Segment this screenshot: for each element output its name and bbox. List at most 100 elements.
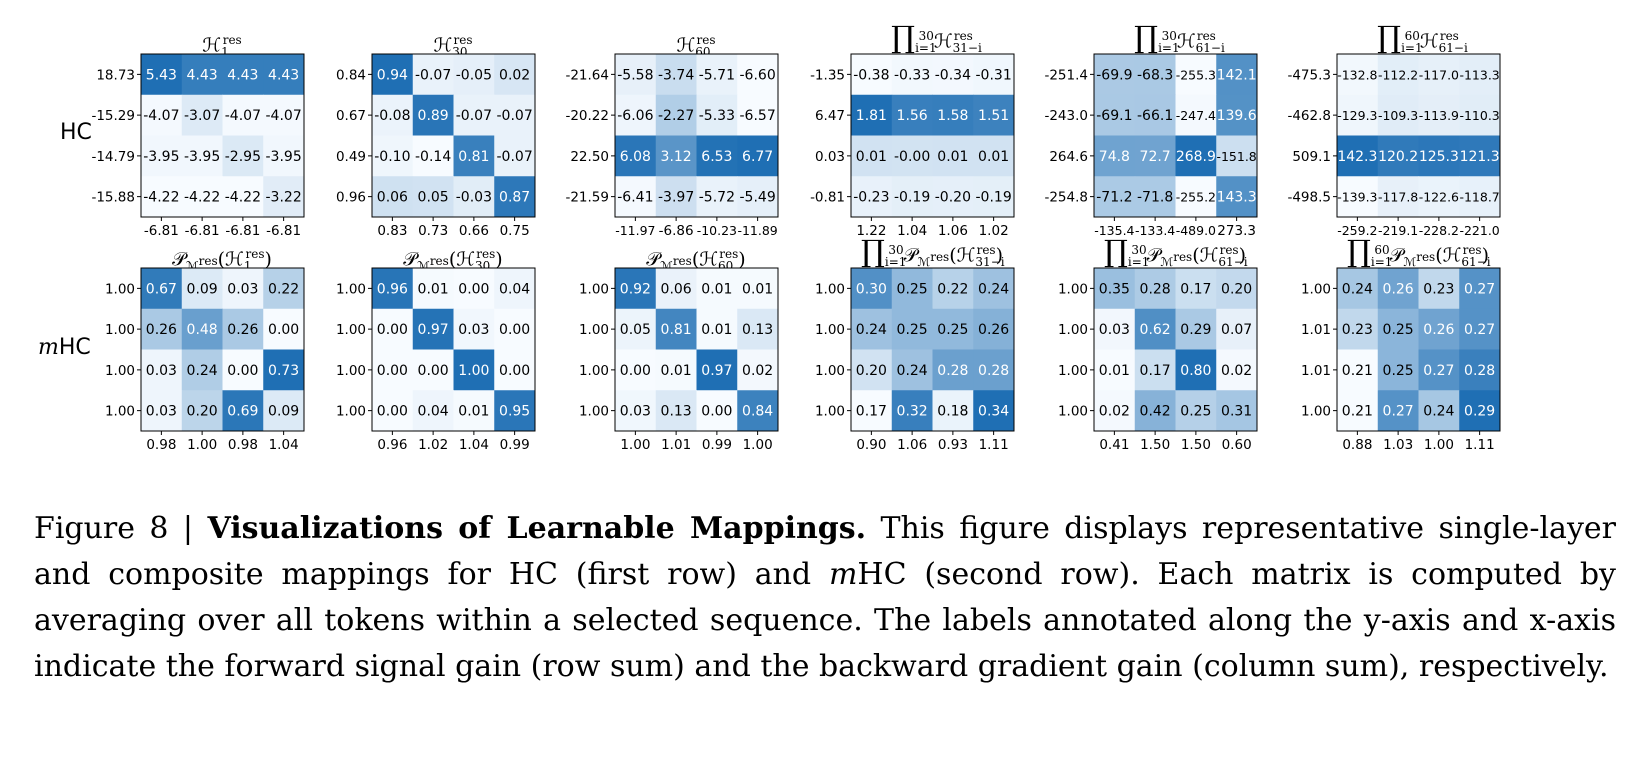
row-sum-label: -15.29	[91, 108, 135, 124]
heatmap-cell	[494, 268, 536, 310]
heatmap-cell-label: 0.34	[978, 404, 1009, 420]
row-sum-label: -254.8	[1044, 190, 1088, 206]
row-sum-label: 1.01	[1301, 322, 1331, 338]
heatmap-cell	[1459, 176, 1501, 218]
heatmap-cell	[1459, 135, 1501, 177]
heatmap-cell	[141, 390, 183, 432]
col-sum-label: -6.81	[266, 223, 301, 239]
heatmap-cell	[1216, 135, 1258, 177]
heatmap-cell-label: 139.6	[1217, 108, 1257, 124]
row-sum-label: 1.00	[336, 404, 366, 420]
heatmap-cell	[181, 349, 223, 391]
row-sum-label: 0.96	[336, 190, 366, 206]
heatmap-cell-label: 0.42	[1140, 404, 1171, 420]
col-sum-label: -10.23	[697, 223, 737, 238]
heatmap-cell	[1418, 349, 1460, 391]
heatmap-cell-label: 0.02	[499, 67, 530, 83]
heatmap-cell-label: 0.03	[620, 404, 651, 420]
heatmap-cell-label: 0.20	[856, 363, 887, 379]
col-sum-label: 1.06	[897, 437, 927, 453]
row-sum-label: 0.84	[336, 67, 366, 83]
panel-title-11: ∏i=130𝒫ℳres(ℋ61−ires)	[1103, 234, 1248, 270]
panel-title-4: ∏i=130ℋ31−ires	[891, 20, 982, 56]
col-sum-label: 1.04	[459, 437, 489, 453]
heatmap-cell-label: -68.3	[1137, 67, 1173, 83]
heatmap-cell-label: 0.25	[1383, 322, 1414, 338]
col-sum-label: 1.00	[743, 437, 773, 453]
heatmap-cell-label: 0.27	[1423, 363, 1454, 379]
heatmap-cell	[1216, 349, 1258, 391]
heatmap-cell-label: -117.8	[1378, 190, 1418, 205]
heatmap-cell	[696, 268, 738, 310]
heatmap-cell	[412, 349, 454, 391]
heatmap-cell-label: 1.00	[458, 363, 489, 379]
heatmap-cell	[851, 349, 893, 391]
col-sum-label: 0.88	[1342, 437, 1372, 453]
heatmap-cell	[1377, 176, 1419, 218]
heatmap-cell-label: 0.01	[1099, 363, 1130, 379]
heatmap-cell	[973, 349, 1015, 391]
heatmap-cell-label: 0.24	[187, 363, 218, 379]
heatmap-cell-label: -117.0	[1419, 67, 1459, 82]
heatmap-cell	[1175, 94, 1217, 136]
heatmap-cell	[1175, 268, 1217, 310]
col-sum-label: -6.81	[185, 223, 220, 239]
heatmap-cell	[655, 308, 697, 350]
heatmap-cell	[263, 268, 305, 310]
heatmap-cell-label: -0.38	[853, 67, 889, 83]
heatmap-cell	[372, 176, 414, 218]
figure-8: HC mHC ℋ1res ℋ30res ℋ60res ∏i=130ℋ31−ire…	[38, 20, 1501, 453]
col-sum-label: -11.89	[737, 223, 777, 238]
heatmap-cell-label: -0.19	[976, 190, 1012, 206]
heatmap-cell	[1418, 390, 1460, 432]
heatmap-border	[140, 267, 305, 432]
row-sum-label: 1.00	[1301, 281, 1331, 297]
heatmap-cell-label: 0.20	[187, 404, 218, 420]
heatmap-cell	[453, 54, 495, 96]
heatmap-cell-label: 0.28	[978, 363, 1009, 379]
heatmap-cell	[1094, 54, 1136, 96]
heatmap-cell-label: 0.00	[499, 363, 530, 379]
heatmap-panel-2: 0.94 -0.07 -0.05 0.02 -0.08 0.89 -0.07 -0.07 -0.…	[336, 53, 536, 239]
heatmap-cell-label: -2.95	[225, 149, 261, 165]
heatmap-cell-label: -0.07	[456, 108, 492, 124]
heatmap-cell-label: 268.9	[1176, 149, 1216, 165]
heatmap-cell-label: 0.09	[187, 281, 218, 297]
heatmap-cell	[453, 349, 495, 391]
heatmap-cell	[932, 390, 974, 432]
heatmap-cell	[1418, 135, 1460, 177]
heatmap-cell	[1134, 135, 1176, 177]
caption-mhc-m: m	[828, 557, 858, 592]
heatmap-cell-label: -129.3	[1337, 108, 1377, 123]
heatmap-cell	[494, 390, 536, 432]
col-sum-label: -6.81	[225, 223, 260, 239]
heatmap-cell	[1418, 54, 1460, 96]
heatmap-cell-label: 0.01	[661, 363, 692, 379]
heatmap-cell	[973, 135, 1015, 177]
heatmap-cell	[1337, 268, 1379, 310]
heatmap-cell	[932, 94, 974, 136]
heatmap-cell-label: 0.92	[620, 281, 651, 297]
row-sum-label: 1.01	[1301, 363, 1331, 379]
heatmap-cell-label: 0.23	[1423, 281, 1454, 297]
row-sum-label: -14.79	[91, 149, 135, 165]
heatmap-cell	[1134, 390, 1176, 432]
heatmap-cell-label: -71.8	[1137, 190, 1173, 206]
caption-prefix: Figure 8 |	[34, 511, 208, 546]
row-label-hc: HC	[60, 120, 92, 145]
col-sum-label: 1.04	[897, 223, 927, 239]
heatmap-border	[1336, 267, 1501, 432]
heatmap-cell-label: 0.02	[1099, 404, 1130, 420]
heatmap-cell-label: 0.02	[1221, 363, 1252, 379]
heatmap-cell	[412, 176, 454, 218]
heatmap-cell-label: 0.05	[418, 190, 449, 206]
heatmap-cell	[1094, 308, 1136, 350]
heatmap-cell-label: 0.27	[1383, 404, 1414, 420]
heatmap-cell	[615, 268, 657, 310]
col-sum-label: 1.04	[269, 437, 299, 453]
heatmap-cell	[1418, 176, 1460, 218]
row-sum-label: -475.3	[1287, 67, 1331, 83]
heatmap-cell	[1459, 390, 1501, 432]
col-sum-label: 0.99	[702, 437, 732, 453]
heatmap-cell	[1175, 54, 1217, 96]
